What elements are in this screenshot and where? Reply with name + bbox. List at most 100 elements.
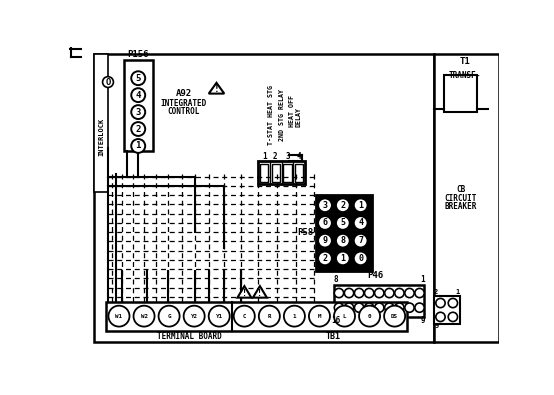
Circle shape xyxy=(345,288,353,298)
Text: 1: 1 xyxy=(358,201,363,210)
Text: 2: 2 xyxy=(322,254,327,263)
Text: 2: 2 xyxy=(340,201,345,210)
Circle shape xyxy=(365,303,374,312)
Circle shape xyxy=(131,122,145,136)
Polygon shape xyxy=(238,286,252,298)
Text: W1: W1 xyxy=(115,314,122,319)
Bar xyxy=(124,60,153,150)
Text: Y2: Y2 xyxy=(191,314,198,319)
Bar xyxy=(316,195,372,271)
Text: 1: 1 xyxy=(420,275,425,284)
Bar xyxy=(258,162,305,184)
Text: 2ND STG RELAY: 2ND STG RELAY xyxy=(279,89,285,141)
Circle shape xyxy=(131,139,145,153)
Circle shape xyxy=(109,306,130,327)
Text: 0: 0 xyxy=(358,254,363,263)
Circle shape xyxy=(345,303,353,312)
Text: T-STAT HEAT STG: T-STAT HEAT STG xyxy=(268,85,274,145)
Text: 5: 5 xyxy=(136,74,141,83)
Circle shape xyxy=(183,306,204,327)
Text: L: L xyxy=(343,314,346,319)
Text: !: ! xyxy=(242,288,247,297)
Circle shape xyxy=(309,306,330,327)
Text: INTEGRATED: INTEGRATED xyxy=(161,99,207,108)
Text: 7: 7 xyxy=(358,236,363,245)
Polygon shape xyxy=(209,83,224,94)
Circle shape xyxy=(405,288,414,298)
Circle shape xyxy=(405,303,414,312)
Circle shape xyxy=(355,288,364,298)
Text: O: O xyxy=(105,77,111,87)
Circle shape xyxy=(209,306,230,327)
Bar xyxy=(433,54,499,342)
Bar xyxy=(295,164,303,182)
Text: 3: 3 xyxy=(285,152,290,161)
Text: A92: A92 xyxy=(176,89,192,98)
Circle shape xyxy=(131,71,145,85)
Text: 2: 2 xyxy=(136,124,141,134)
Text: 9: 9 xyxy=(322,236,327,245)
Circle shape xyxy=(158,306,179,327)
Circle shape xyxy=(353,198,368,212)
Circle shape xyxy=(336,198,350,212)
Circle shape xyxy=(102,77,114,87)
Text: 16: 16 xyxy=(331,316,341,325)
Text: !: ! xyxy=(213,84,219,94)
Text: 1: 1 xyxy=(340,254,345,263)
Bar xyxy=(433,296,460,324)
Text: 1: 1 xyxy=(262,152,267,161)
Text: 3: 3 xyxy=(322,201,327,210)
Text: TERMINAL BOARD: TERMINAL BOARD xyxy=(157,332,222,340)
Text: M: M xyxy=(317,314,321,319)
Circle shape xyxy=(395,303,404,312)
Text: 0: 0 xyxy=(368,314,371,319)
Circle shape xyxy=(318,234,332,248)
Text: TB1: TB1 xyxy=(325,332,340,340)
Text: C: C xyxy=(243,314,246,319)
Circle shape xyxy=(318,216,332,230)
Circle shape xyxy=(353,234,368,248)
Circle shape xyxy=(353,252,368,265)
Text: HEAT OFF: HEAT OFF xyxy=(289,94,295,126)
Text: DELAY: DELAY xyxy=(296,107,301,127)
Circle shape xyxy=(375,288,384,298)
Text: !: ! xyxy=(258,288,263,297)
Circle shape xyxy=(318,252,332,265)
Text: R: R xyxy=(268,314,271,319)
Bar xyxy=(444,75,477,112)
Bar xyxy=(94,54,108,192)
Circle shape xyxy=(336,216,350,230)
Circle shape xyxy=(384,306,405,327)
Text: 4: 4 xyxy=(136,90,141,100)
Text: 9: 9 xyxy=(434,323,439,329)
Text: T1: T1 xyxy=(459,57,470,66)
Text: P46: P46 xyxy=(367,271,383,280)
Circle shape xyxy=(131,105,145,119)
Circle shape xyxy=(131,88,145,102)
Circle shape xyxy=(336,252,350,265)
Circle shape xyxy=(436,312,445,322)
Text: 5: 5 xyxy=(340,218,345,228)
Text: Y1: Y1 xyxy=(216,314,223,319)
Polygon shape xyxy=(253,286,267,298)
Bar xyxy=(283,164,291,182)
Circle shape xyxy=(353,216,368,230)
Circle shape xyxy=(334,303,343,312)
Text: 9: 9 xyxy=(420,316,425,325)
Text: TRANSF-: TRANSF- xyxy=(448,71,481,80)
Text: CONTROL: CONTROL xyxy=(168,107,200,116)
Text: INTERLOCK: INTERLOCK xyxy=(98,118,104,156)
Bar xyxy=(94,54,433,342)
Bar xyxy=(334,284,424,317)
Text: 6: 6 xyxy=(322,218,327,228)
Circle shape xyxy=(415,303,424,312)
Circle shape xyxy=(384,303,394,312)
Text: 4: 4 xyxy=(296,152,301,161)
Circle shape xyxy=(384,288,394,298)
Circle shape xyxy=(336,234,350,248)
Circle shape xyxy=(365,288,374,298)
Text: 2: 2 xyxy=(273,152,277,161)
Bar xyxy=(260,164,269,182)
Circle shape xyxy=(436,298,445,308)
Circle shape xyxy=(375,303,384,312)
